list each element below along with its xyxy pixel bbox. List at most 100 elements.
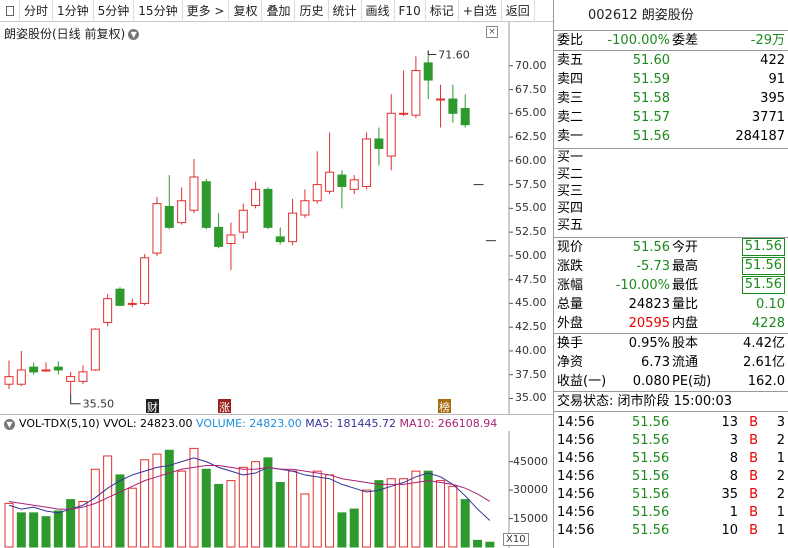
quote-value-2: 0.10 [756,297,785,312]
draw-line-button[interactable]: 画线 [362,0,395,22]
volume-bar [189,447,199,548]
trade-status: 交易状态: 闭市阶段 15:00:03 [554,392,788,412]
sell-row[interactable]: 卖四 51.59 91 [554,70,788,89]
volume-bar [263,457,273,548]
candle-body [90,328,100,371]
volume-bar [251,461,261,548]
trade-time: 14:56 [557,415,595,430]
candle-body [16,369,26,385]
trade-list[interactable]: 14:56 51.56 13 B 3 14:56 51.56 3 B 2 14:56 51.56 8 B 1… [554,412,788,540]
y-tick-label: 65.00 [515,106,547,120]
candle-body [226,234,236,245]
vol-label: VOL-TDX(5,10) [19,417,100,430]
y-tick-label: 62.50 [515,130,547,144]
trade-price: 51.56 [632,523,670,538]
history-button[interactable]: 历史 [295,0,329,22]
trade-row: 14:56 51.56 10 B 1 [554,522,788,540]
sell-price: 51.59 [632,72,670,87]
sell-qty: 422 [760,53,785,68]
candle-body [177,200,187,224]
event-marker-box[interactable] [146,399,159,413]
y-tick-label: 70.00 [515,58,547,72]
tab-5min[interactable]: 5分钟 [94,0,135,22]
trade-count: 2 [776,433,785,448]
stats-button[interactable]: 统计 [329,0,362,22]
weibi-label: 委比 [557,33,584,48]
volume-value: VOLUME: 24823.00 [196,417,302,430]
candle-body [263,188,273,228]
buy-row[interactable]: 买四 [554,200,788,217]
candle-body [300,200,310,216]
tab-15min[interactable]: 15分钟 [134,0,183,22]
stats-row: 收益(一) 0.080 PE(动) 162.0 [554,372,788,391]
trade-side: B [749,415,758,430]
chart-title[interactable]: 朗姿股份(日线 前复权) ▼ [4,25,140,42]
quote-label: 涨幅 [557,278,584,293]
overlay-button[interactable]: 叠加 [262,0,296,22]
stats-label: 换手 [557,336,584,351]
trade-time: 14:56 [557,451,595,466]
volume-bar [140,459,150,548]
kline-chart[interactable]: 朗姿股份(日线 前复权) ▼ × 71.60 35.50 财 涨 榜 70.00 67.50… [0,22,553,414]
tab-fenshi[interactable]: 分时 [20,0,54,22]
trade-time: 14:56 [557,505,595,520]
trade-row: 14:56 51.56 13 B 3 [554,414,788,432]
buy-row[interactable]: 买三 [554,183,788,200]
trade-price: 51.56 [632,505,670,520]
sell-row[interactable]: 卖三 51.58 395 [554,89,788,108]
trade-count: 1 [776,451,785,466]
y-tick-label: 35.00 [515,391,547,405]
buy-row[interactable]: 买五 [554,217,788,234]
sell-label: 卖一 [557,129,584,144]
quote-label-2: 量比 [672,297,699,312]
y-tick-label: 57.50 [515,177,547,191]
stats-label: 净资 [557,355,584,370]
stats-value: 0.080 [632,374,670,389]
volume-chart[interactable]: ▼ VOL-TDX(5,10) VVOL: 24823.00 VOLUME: 24… [0,414,553,548]
y-tick-label: 42.50 [515,320,547,334]
toolbar-toggle-icon[interactable] [0,0,20,22]
volume-bar [325,474,335,548]
volume-bar [127,487,137,548]
event-marker-0[interactable]: 财 [147,400,158,414]
event-marker-box[interactable] [218,399,231,413]
close-icon[interactable]: × [486,26,498,38]
volume-bar [238,466,248,548]
event-marker-box[interactable] [438,399,451,413]
trade-time: 14:56 [557,469,595,484]
buy-row[interactable]: 买一 [554,149,788,166]
scale-badge: X10 [503,533,529,546]
candle-body [29,366,39,373]
tab-1min[interactable]: 1分钟 [53,0,94,22]
chevron-down-icon[interactable]: ▼ [128,29,140,40]
tab-more[interactable]: 更多 > [183,0,230,22]
stats-label-2: PE(动) [672,374,712,389]
trade-row: 14:56 51.56 35 B 2 [554,486,788,504]
event-marker-1[interactable]: 涨 [219,401,230,414]
sell-price: 51.58 [632,91,670,106]
volume-bar [53,510,63,548]
back-button[interactable]: 返回 [502,0,535,22]
sell-row[interactable]: 卖一 51.56 284187 [554,127,788,146]
chevron-down-icon[interactable]: ▼ [4,418,15,430]
stats-row: 净资 6.73 流通 2.61亿 [554,353,788,372]
buy-row[interactable]: 买二 [554,166,788,183]
event-marker-2[interactable]: 榜 [439,400,450,414]
add-watchlist-button[interactable]: +自选 [459,0,502,22]
trade-qty: 13 [721,415,738,430]
volume-bar [312,470,322,548]
stats-row: 换手 0.95% 股本 4.42亿 [554,334,788,353]
fuquan-button[interactable]: 复权 [229,0,263,22]
candle-body [41,369,51,372]
sell-row[interactable]: 卖二 51.57 3771 [554,108,788,127]
f10-button[interactable]: F10 [395,0,426,22]
candle-body [238,209,248,233]
trade-count: 3 [776,415,785,430]
mark-button[interactable]: 标记 [426,0,459,22]
buy-orders: 买一 买二 买三 买四 买五 [554,149,788,238]
candle-body [127,302,137,305]
sell-row[interactable]: 卖五 51.60 422 [554,51,788,70]
sell-price: 51.57 [632,110,670,125]
trade-price: 51.56 [632,451,670,466]
volume-bar [177,470,187,548]
